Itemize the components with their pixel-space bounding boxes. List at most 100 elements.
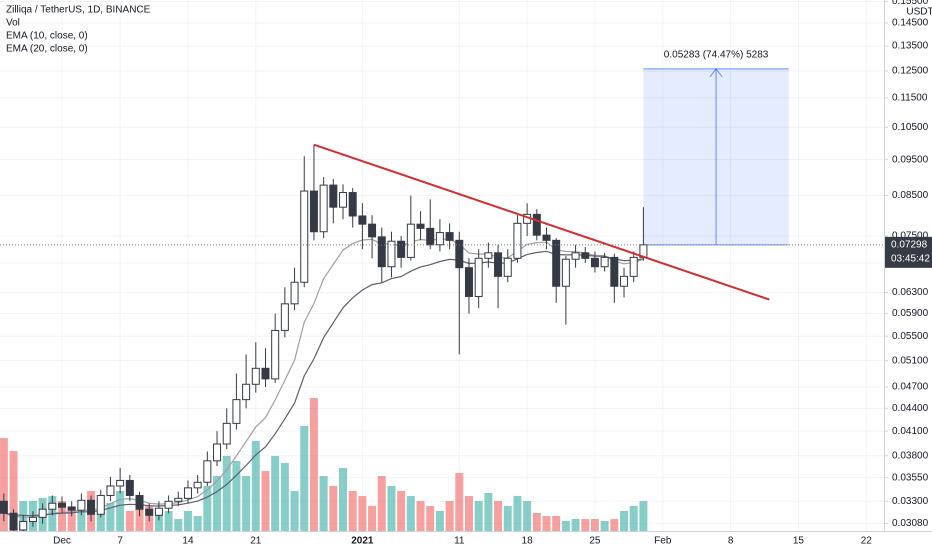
candle-body [183,487,192,499]
candle-body [571,252,580,260]
volume-bar [368,506,377,531]
ema-line [3,250,644,517]
candle-body [290,281,299,305]
y-tick-label: 0.11500 [892,93,928,104]
candle-body [348,192,357,217]
volume-bar [610,519,619,531]
y-tick-label: 0.14500 [892,18,929,29]
volume-bar [377,476,386,531]
volume-bar [494,501,503,531]
candle-body [542,234,551,241]
volume-bar [581,519,590,531]
candle-body [581,252,590,259]
candle-body [319,184,328,233]
candle-body [358,215,367,225]
candle-body [251,367,260,385]
plot: 0.05283 (74.47%) 5283 [0,50,884,531]
volume-bar [183,511,192,531]
volume-bar [203,486,212,531]
volume-bar [406,496,415,531]
volume-bar [125,511,134,531]
volume-bar [242,476,251,531]
candle-body [242,383,251,401]
volume-bar [416,501,425,531]
x-tick-label: 2021 [351,536,374,547]
volume-bar [571,519,580,531]
candle-body [9,512,18,531]
volume-bar [590,519,599,531]
y-tick-label: 0.06300 [892,287,929,298]
candle-body [629,256,638,277]
y-tick-label: 0.04400 [892,403,929,414]
candle-body [329,184,338,208]
volume-bar [387,486,396,531]
candle-body [232,399,241,424]
volume-bar [0,438,8,531]
volume-bar [280,463,289,531]
candle-body [435,232,444,246]
y-tick-label: 0.03300 [892,496,929,507]
candle-body [164,500,173,509]
volume-bar [154,513,163,531]
last-price-tag [885,236,932,268]
candle-body [620,275,629,287]
y-tick-label: 0.03550 [892,472,929,483]
x-tick-label: 15 [793,536,805,547]
candle-body [406,223,415,258]
candle-body [67,506,76,511]
volume-bar [523,501,532,531]
candle-body [261,367,270,380]
y-tick-label: 0.07500 [892,231,929,242]
candle-body [280,303,289,331]
candle-body [193,481,202,489]
candle-body [368,223,377,238]
candle-body [213,443,222,462]
volume-bar [232,461,241,531]
candle-body [87,499,96,515]
candle-body [474,257,483,297]
volume-bar [213,476,222,531]
volume-bar [116,491,125,531]
y-tick-label: 0.05100 [892,355,929,366]
x-tick-label: Feb [654,536,672,547]
y-tick-label: 0.03080 [892,518,929,529]
volume-bar [222,456,231,531]
volume-bar [309,398,318,531]
y-tick-label: 0.13500 [892,41,929,52]
volume-bar [426,506,435,531]
y-tick-label: 0.04700 [892,382,929,393]
y-tick-label: 0.05900 [892,308,929,319]
candle-body [96,494,105,515]
volume-bar [261,471,270,531]
volume-bar [464,496,473,531]
volume-bar [503,506,512,531]
volume-legend: Vol [6,18,20,29]
candle-body [590,257,599,268]
volume-bar [174,519,183,531]
candle-body [174,497,183,502]
candle-body [484,252,493,259]
countdown-label: 03:45:42 [891,253,930,264]
volume-bar [67,506,76,531]
candle-body [494,252,503,277]
y-tick-label: 0.03800 [892,450,929,461]
y-tick-label: 0.04100 [892,426,929,437]
candle-body [145,508,154,516]
candle-body [271,329,280,380]
volume-bar [620,511,629,531]
chart-title: Zilliqa / TetherUS, 1D, BINANCE [6,5,151,16]
last-price-label: 0.07298 [891,239,928,250]
candle-body [513,222,522,259]
candle-body [203,460,212,483]
candle-body [222,422,231,445]
candle-body [532,213,541,236]
volume-bar [106,503,115,531]
candle-body [135,494,144,510]
volume-bar [329,486,338,531]
volume-bar [552,516,561,531]
candle-body [552,239,561,287]
y-tick-label: 0.12500 [892,66,929,77]
candle-body [610,256,619,287]
measure-arrowhead [709,68,723,78]
